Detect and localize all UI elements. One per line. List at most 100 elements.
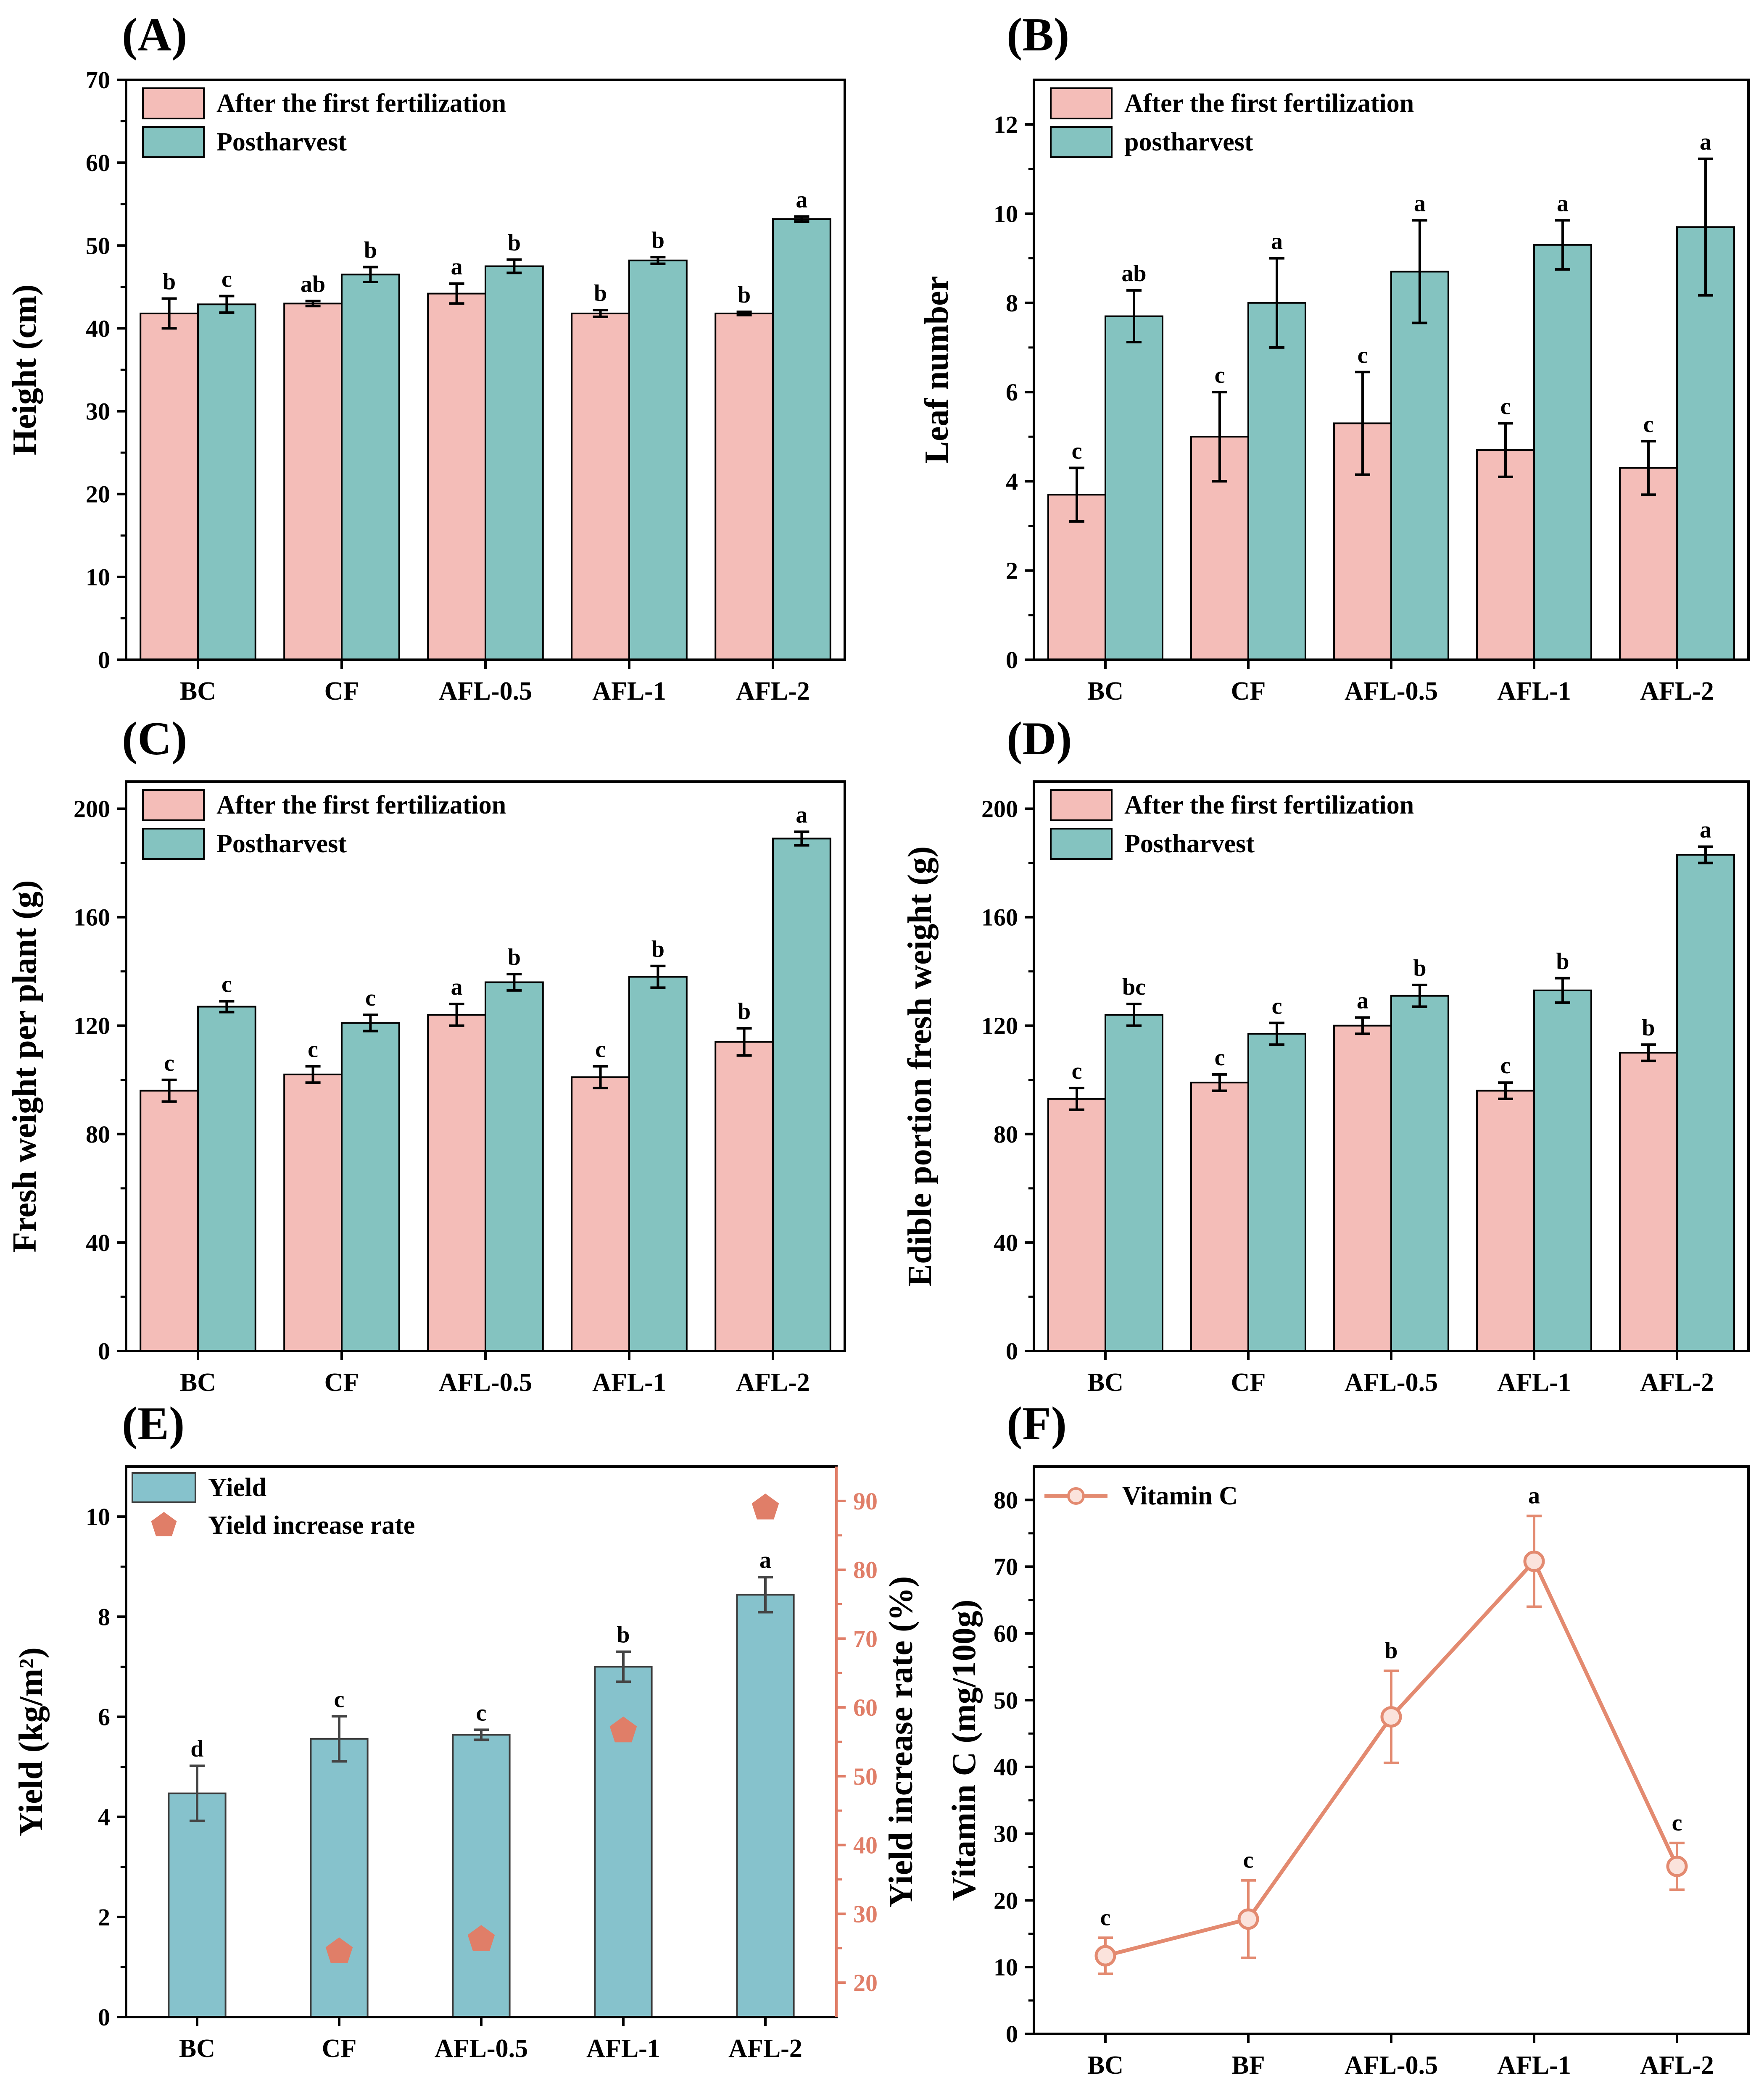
x-tick-label: BC — [179, 2034, 215, 2063]
rate-marker — [609, 1716, 637, 1743]
significance-letter: b — [1642, 1015, 1655, 1041]
x-tick-label: AFL-1 — [1497, 677, 1571, 706]
plot-frame — [1033, 780, 1750, 1352]
right-tick-label: 80 — [853, 1556, 878, 1584]
bar-yield — [168, 1792, 227, 2018]
significance-letter: c — [308, 1037, 318, 1063]
significance-letter: bc — [1122, 974, 1146, 1000]
y-tick-label: 40 — [994, 1754, 1018, 1781]
x-tick-label: CF — [324, 1368, 359, 1397]
x-tick-label: AFL-1 — [592, 1368, 666, 1397]
y-tick-label: 80 — [994, 1121, 1018, 1148]
significance-letter: c — [1243, 1847, 1254, 1873]
legend-swatch — [1050, 87, 1113, 119]
x-tick-label: BC — [1087, 677, 1123, 706]
bar-first — [1476, 449, 1535, 661]
bar-first — [427, 292, 487, 661]
y-axis-label: Edible portion fresh weight (g) — [902, 846, 939, 1286]
y-tick-label: 0 — [1006, 2020, 1018, 2048]
y-tick-label: 20 — [86, 481, 110, 508]
y-tick-label: 70 — [86, 66, 110, 94]
x-tick-label: BC — [180, 1368, 216, 1397]
significance-letter: c — [1358, 342, 1368, 368]
significance-letter: b — [1413, 955, 1426, 981]
y-tick-label: 60 — [994, 1620, 1018, 1647]
plot-frame — [125, 780, 846, 1352]
legend-swatch — [1050, 126, 1113, 158]
x-tick-label: AFL-2 — [1640, 2051, 1714, 2080]
significance-letter: b — [651, 936, 664, 962]
x-tick-label: CF — [1231, 1368, 1266, 1397]
panel-label: (F) — [1007, 1398, 1067, 1450]
significance-letter: d — [190, 1736, 203, 1762]
bar-first — [1476, 1090, 1535, 1352]
vitc-point — [1523, 1551, 1545, 1572]
legend-swatch — [142, 126, 205, 158]
bar-post — [772, 837, 831, 1352]
significance-letter: b — [617, 1622, 630, 1648]
significance-letter: c — [164, 1050, 174, 1076]
plot-frame — [1033, 1465, 1750, 2035]
panel-b: (B) Leaf number 0 2 4 6 8 10 12 BC CF AFL-0.5 AFL-1 A… — [918, 9, 1750, 706]
y-axis-label: Vitamin C (mg/100g) — [946, 1600, 983, 1901]
bar-post — [1676, 226, 1735, 661]
bar-first — [1619, 1052, 1678, 1352]
legend-marker — [1067, 1487, 1085, 1505]
y-tick-label: 10 — [994, 1954, 1018, 1981]
y-tick-label: 40 — [86, 1229, 110, 1256]
significance-letter: b — [651, 227, 664, 253]
significance-letter: b — [738, 998, 751, 1024]
right-tick-label: 60 — [853, 1694, 878, 1721]
right-tick-label: 40 — [853, 1832, 878, 1859]
legend-swatch — [142, 87, 205, 119]
x-tick-label: AFL-0.5 — [1345, 2051, 1438, 2080]
y-tick-label: 40 — [994, 1229, 1018, 1256]
legend-swatch — [1050, 828, 1113, 860]
right-tick-label: 70 — [853, 1625, 878, 1652]
y-tick-label: 50 — [86, 232, 110, 259]
bar-first — [1190, 1082, 1249, 1352]
right-tick-label: 30 — [853, 1900, 878, 1928]
right-tick-label: 50 — [853, 1763, 878, 1790]
plot-frame — [125, 79, 846, 661]
significance-letter: a — [451, 254, 463, 280]
panel-e: (E) Yield (kg/m²) 0 2 4 6 8 10 BC CF AFL-0.5 AFL-1 A… — [13, 1398, 920, 2063]
y-tick-label: 50 — [994, 1687, 1018, 1714]
x-tick-label: BC — [180, 677, 216, 706]
legend-swatch — [1050, 789, 1113, 821]
bar-yield — [452, 1734, 511, 2018]
bar-post — [1390, 995, 1449, 1352]
legend-swatch — [142, 828, 205, 860]
significance-letter: c — [1215, 1045, 1225, 1071]
bar-first — [140, 312, 199, 661]
y-tick-label: 0 — [98, 1338, 110, 1365]
y-axis-label: Yield (kg/m²) — [13, 1647, 50, 1836]
y-tick-label: 120 — [74, 1012, 110, 1040]
bar-yield — [310, 1738, 369, 2018]
right-axis-label: Yield increase rate (%) — [883, 1576, 920, 1908]
y-tick-label: 40 — [86, 315, 110, 342]
significance-letter: c — [1215, 362, 1225, 388]
bar-post — [485, 981, 544, 1352]
vitc-point — [1237, 1908, 1259, 1930]
bar-post — [1105, 315, 1163, 661]
significance-letter: a — [1357, 988, 1368, 1014]
panel-d: (D) Edible portion fresh weight (g) 0 40 80 1… — [902, 713, 1750, 1397]
x-tick-label: AFL-1 — [1497, 2051, 1571, 2080]
significance-letter: c — [1272, 993, 1282, 1019]
y-tick-label: 10 — [86, 564, 110, 591]
y-tick-label: 0 — [98, 2004, 110, 2031]
y-tick-label: 160 — [74, 904, 110, 931]
significance-letter: a — [1557, 190, 1569, 216]
significance-letter: a — [451, 974, 463, 1000]
significance-letter: b — [738, 282, 751, 308]
y-tick-label: 12 — [994, 111, 1018, 138]
x-tick-label: AFL-0.5 — [439, 677, 532, 706]
rate-marker — [325, 1937, 353, 1963]
panel-label: (B) — [1007, 9, 1069, 61]
bar-post — [772, 218, 831, 661]
significance-letter: a — [1700, 817, 1711, 843]
legend-label: After the first fertilization — [1124, 89, 1414, 118]
significance-letter: b — [163, 269, 176, 295]
panel-label: (C) — [122, 713, 187, 765]
